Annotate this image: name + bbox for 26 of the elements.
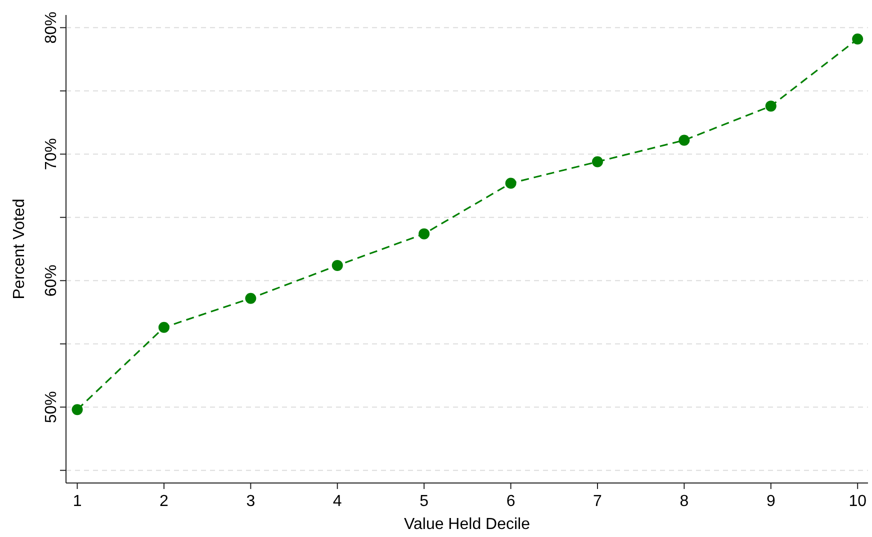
point xyxy=(158,322,170,333)
x-tick-label: 10 xyxy=(848,493,867,510)
x-tick-label: 7 xyxy=(593,493,602,510)
y-tick-label: 70% xyxy=(43,138,60,170)
point xyxy=(678,134,690,146)
x-tick-label: 9 xyxy=(766,493,776,510)
x-tick-label: 1 xyxy=(72,493,82,510)
point xyxy=(245,292,256,304)
x-tick-label: 2 xyxy=(160,493,169,510)
x-tick-label: 6 xyxy=(506,493,516,510)
x-tick-label: 3 xyxy=(246,493,256,510)
x-axis-title: Value Held Decile xyxy=(404,516,530,533)
point xyxy=(852,34,864,45)
y-axis-title: Percent Voted xyxy=(11,198,28,300)
y-tick-label: 50% xyxy=(43,391,60,424)
point xyxy=(72,404,83,416)
point xyxy=(505,178,516,189)
point xyxy=(765,100,776,112)
point xyxy=(332,260,343,271)
point xyxy=(418,228,430,240)
y-tick-label: 80% xyxy=(43,12,60,44)
y-tick-label: 60% xyxy=(43,264,60,297)
point xyxy=(592,156,603,168)
x-tick-label: 8 xyxy=(680,493,689,510)
x-tick-label: 4 xyxy=(332,493,342,510)
x-tick-label: 5 xyxy=(420,493,429,510)
